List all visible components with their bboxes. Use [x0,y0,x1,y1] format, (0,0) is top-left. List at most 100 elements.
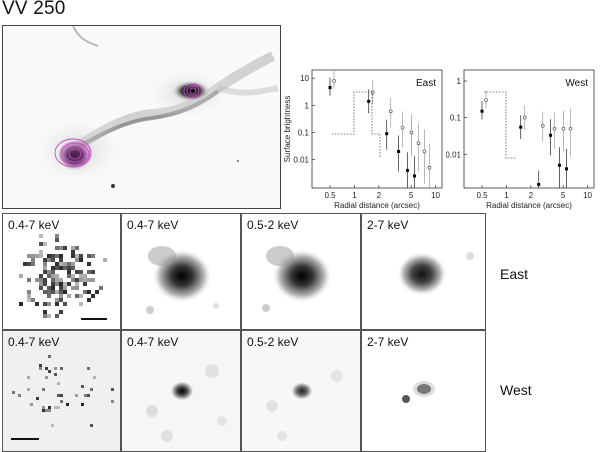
count-pixel [81,385,84,388]
count-pixel [84,394,87,397]
tile-east-raw: 0.4-7 keV [2,213,121,330]
count-pixel [39,254,43,258]
count-pixel [75,278,79,282]
count-pixel [47,290,51,294]
count-pixel [55,298,59,302]
count-pixel [79,254,83,258]
count-pixel [91,254,95,258]
data-point-filled [565,167,569,171]
count-pixel [39,282,43,286]
count-pixel [42,406,45,409]
count-pixel [66,403,69,406]
count-pixel [23,262,27,266]
count-pixel [79,294,83,298]
count-pixel [111,388,114,391]
count-pixel [51,290,55,294]
count-pixel [75,270,79,274]
count-pixel [55,254,59,258]
data-point-filled [480,109,484,113]
count-pixel [55,290,59,294]
count-pixel [71,254,75,258]
count-pixel [67,262,71,266]
tile-west-soft: 0.5-2 keV [241,330,361,452]
count-pixel [90,424,93,427]
data-point-filled [328,86,332,90]
count-pixel [39,274,43,278]
count-pixel [43,302,47,306]
count-pixel [79,258,83,262]
count-pixel [71,274,75,278]
count-pixel [55,234,59,238]
count-pixel [19,302,23,306]
count-pixel [59,294,63,298]
count-pixel [55,238,59,242]
count-pixel [43,262,47,266]
east-raw-image [19,234,107,320]
count-pixel [39,242,43,246]
count-pixel [75,254,79,258]
count-pixel [51,424,54,427]
data-point-filled [557,163,561,167]
count-pixel [43,282,47,286]
data-point-filled [549,133,553,137]
count-pixel [39,286,43,290]
count-pixel [71,246,75,250]
plot-frame [463,69,595,189]
x-tick-label: 5 [409,191,414,200]
panel-title: West [565,78,588,89]
band-label: 0.4-7 keV [127,218,179,232]
count-pixel [79,278,83,282]
count-pixel [31,258,35,262]
count-pixel [27,262,31,266]
count-pixel [67,266,71,270]
count-pixel [43,310,47,314]
band-label: 0.4-7 keV [8,335,60,349]
model-line [332,91,381,158]
data-point-filled [519,125,523,129]
count-pixel [91,270,95,274]
x-tick-label: 0.5 [476,191,488,200]
count-pixel [75,246,79,250]
count-pixel [83,282,87,286]
west-hard-image [402,381,435,403]
count-pixel [59,286,63,290]
count-pixel [51,282,55,286]
data-point-filled [367,99,371,103]
east-profile-plot: East 0.5 1 2 5 10 10 1 0.1 0.01 Radial distance (a… [283,62,446,212]
count-pixel [57,406,60,409]
optical-image-panel [2,25,281,209]
count-pixel [71,278,75,282]
count-pixel [48,409,51,412]
count-pixel [30,403,33,406]
count-pixel [27,278,31,282]
x-tick-label: 1 [504,191,509,200]
count-pixel [67,282,71,286]
x-tick-label: 1 [352,191,357,200]
count-pixel [63,246,67,250]
count-pixel [93,376,96,379]
count-pixel [43,242,47,246]
data-point-open [422,149,427,154]
count-pixel [47,270,51,274]
count-pixel [87,270,91,274]
y-tick-label: 0.01 [293,156,309,165]
count-pixel [71,262,75,266]
count-pixel [27,298,31,302]
tile-east-soft: 0.5-2 keV [241,213,361,330]
count-pixel [63,262,67,266]
count-pixel [54,373,57,376]
data-point-filled [385,132,389,136]
count-pixel [55,266,59,270]
count-pixel [27,388,30,391]
count-pixel [47,314,51,318]
count-pixel [51,254,55,258]
count-pixel [59,298,63,302]
count-pixel [55,262,59,266]
count-pixel [99,286,103,290]
row-label-west: West [500,382,532,398]
count-pixel [35,302,39,306]
count-pixel [60,367,63,370]
x-tick-label: 5 [561,191,566,200]
count-pixel [55,314,59,318]
data-point-open [522,115,527,120]
